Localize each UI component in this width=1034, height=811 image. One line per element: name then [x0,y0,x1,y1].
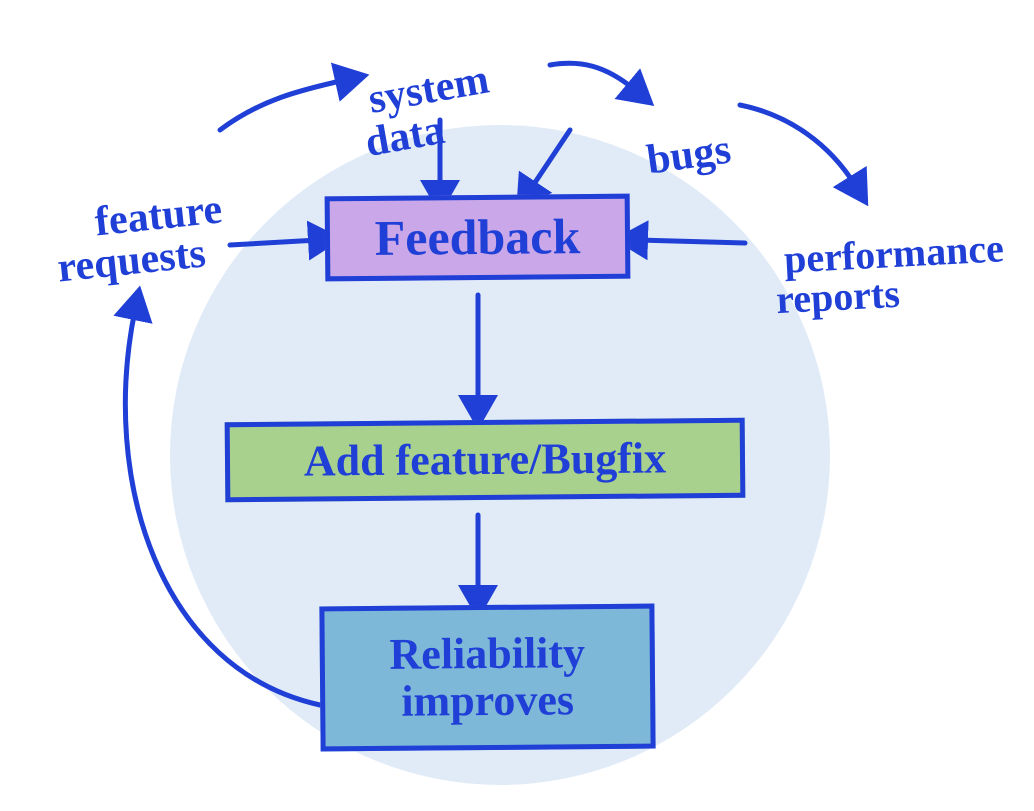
arrow-arrow_pr_in [638,240,745,243]
diagram-stage: Feedback Add feature/Bugfix Reliability … [0,0,1034,811]
node-feedback: Feedback [325,194,631,282]
node-feedback-label: Feedback [374,210,580,264]
label-system-data: system data [317,17,507,211]
arrow-arrow_sd_to_bugs [550,63,635,90]
node-add-feature-label: Add feature/Bugfix [304,435,667,484]
node-reliability-label: Reliability improves [389,630,585,724]
label-performance-reports: performance reports [741,188,1009,361]
label-feature-requests: feature requests [47,147,233,332]
node-add-feature: Add feature/Bugfix [225,418,746,503]
node-reliability: Reliability improves [319,604,655,752]
arrow-arrow_bugs_to_pr [740,105,855,185]
label-bugs: bugs [597,87,739,229]
